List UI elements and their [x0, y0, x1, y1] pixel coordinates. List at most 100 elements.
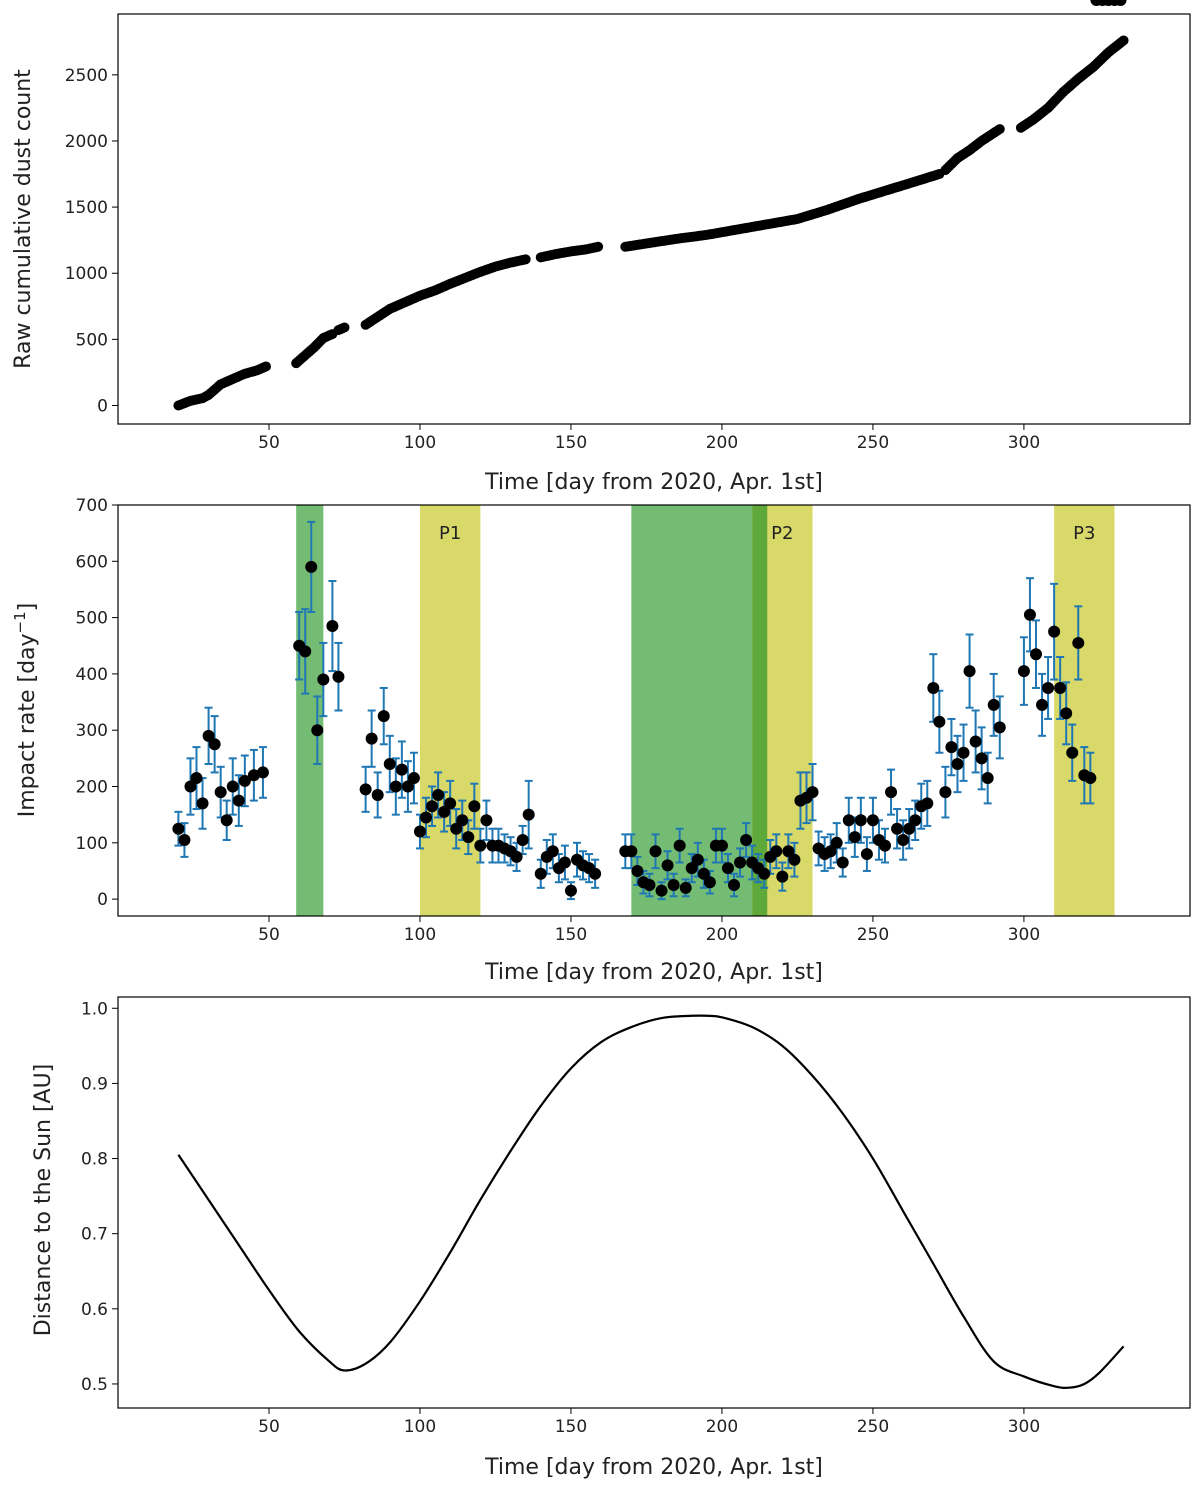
distance-axes: 50 100 150 200 250 300 0.5 0.6 0.7 0.8 0.9 1.0	[81, 999, 1040, 1437]
cumulative-axes: 50 100 150 200 250 300 0 500 1000 1500 2000 2500	[65, 66, 1040, 453]
impact-point	[770, 845, 783, 858]
impact-point	[564, 884, 577, 897]
impact-point	[299, 645, 312, 658]
highlight-band	[419, 505, 481, 916]
impact-point	[474, 839, 487, 852]
frame-distance	[117, 996, 1191, 1409]
y-tick-label: 0	[97, 890, 108, 910]
ylabel-distance: Distance to the Sun [AU]	[31, 1064, 56, 1337]
y-tick-label: 100	[76, 834, 108, 854]
impact-point	[1084, 772, 1097, 785]
impact-point	[685, 862, 698, 875]
impact-point	[879, 839, 892, 852]
impact-point	[993, 721, 1006, 734]
impact-point	[740, 833, 753, 846]
impact-point	[214, 786, 227, 799]
impact-point	[734, 856, 747, 869]
ylabel-impact-exp: −1	[11, 611, 29, 633]
x-tick-label: 200	[706, 433, 738, 453]
y-tick-label: 300	[76, 721, 108, 741]
band-label: P3	[1073, 523, 1095, 544]
cumulative-point	[994, 124, 1005, 135]
cumulative-point	[593, 241, 604, 252]
x-tick-label: 100	[404, 433, 436, 453]
x-tick-label: 150	[555, 925, 587, 945]
impact-point	[927, 681, 940, 694]
impact-point	[589, 867, 602, 880]
impact-point	[667, 879, 680, 892]
impact-point	[721, 862, 734, 875]
impact-point	[824, 845, 837, 858]
x-tick-label: 50	[258, 433, 280, 453]
impact-point	[661, 859, 674, 872]
impact-point	[326, 620, 339, 633]
xlabel-impact: Time [day from 2020, Apr. 1st]	[484, 960, 823, 985]
impact-point	[1029, 648, 1042, 661]
cumulative-point	[520, 254, 531, 265]
xlabel-distance: Time [day from 2020, Apr. 1st]	[484, 1455, 823, 1480]
impact-point	[389, 780, 402, 793]
impact-point	[1017, 665, 1030, 678]
impact-point	[558, 856, 571, 869]
x-tick-label: 100	[404, 925, 436, 945]
impact-point	[963, 665, 976, 678]
ylabel-impact-close: ]	[15, 603, 40, 612]
y-tick-label: 1500	[65, 198, 108, 218]
x-tick-label: 200	[706, 925, 738, 945]
x-tick-label: 50	[258, 1417, 280, 1437]
x-tick-label: 200	[706, 1417, 738, 1437]
y-tick-label: 0.6	[81, 1300, 108, 1320]
x-tick-label: 300	[1008, 1417, 1040, 1437]
y-tick-label: 1000	[65, 264, 108, 284]
y-tick-label: 0.8	[81, 1150, 108, 1170]
y-tick-label: 400	[76, 665, 108, 685]
ylabel-impact-main: Impact rate [day	[15, 633, 40, 817]
impact-point	[866, 814, 879, 827]
impact-point	[860, 848, 873, 861]
cumulative-marks	[173, 35, 1129, 411]
impact-point	[1023, 608, 1036, 621]
impact-point	[522, 808, 535, 821]
x-tick-label: 50	[258, 925, 280, 945]
x-tick-label: 250	[857, 433, 889, 453]
x-tick-label: 150	[555, 1417, 587, 1437]
frame-cumulative	[117, 13, 1191, 425]
impact-point	[468, 800, 481, 813]
impact-point	[957, 746, 970, 759]
impact-point	[208, 738, 221, 751]
impact-point	[178, 833, 191, 846]
y-tick-label: 0.5	[81, 1375, 108, 1395]
y-tick-label: 0.7	[81, 1225, 108, 1245]
highlight-band	[752, 505, 768, 916]
x-tick-label: 250	[857, 1417, 889, 1437]
impact-point	[172, 822, 185, 835]
impact-point	[715, 839, 728, 852]
impact-point	[854, 814, 867, 827]
impact-point	[728, 879, 741, 892]
impact-point	[987, 698, 1000, 711]
band-label: P2	[771, 523, 793, 544]
impact-point	[196, 797, 209, 810]
impact-point	[1060, 707, 1073, 720]
impact-point	[631, 864, 644, 877]
y-tick-label: 600	[76, 552, 108, 572]
impact-point	[933, 715, 946, 728]
impact-point	[897, 833, 910, 846]
impact-point	[1042, 681, 1055, 694]
impact-point	[256, 766, 269, 779]
impact-point	[909, 814, 922, 827]
impact-point	[190, 772, 203, 785]
distance-line	[177, 1014, 1125, 1390]
plot-area-distance	[118, 997, 1190, 1408]
impact-point	[981, 772, 994, 785]
x-tick-label: 300	[1008, 433, 1040, 453]
impact-point	[788, 853, 801, 866]
impact-point	[444, 797, 457, 810]
impact-point	[220, 814, 233, 827]
distance-marks	[177, 1014, 1125, 1390]
impact-point	[655, 884, 668, 897]
impact-point	[842, 814, 855, 827]
y-tick-label: 1.0	[81, 999, 108, 1019]
y-tick-label: 500	[76, 330, 108, 350]
x-tick-label: 300	[1008, 925, 1040, 945]
